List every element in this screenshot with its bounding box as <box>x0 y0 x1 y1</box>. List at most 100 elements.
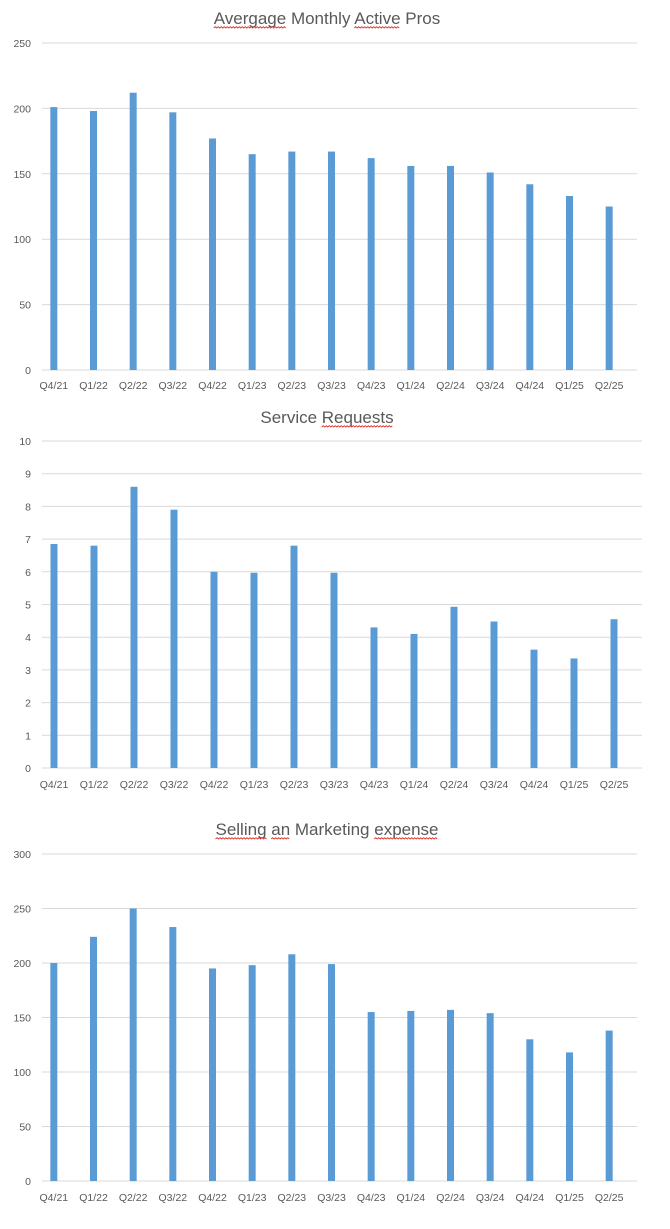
bar-Q1-23 <box>250 572 258 768</box>
chart-selling-marketing-expense: Selling an Marketing expense 0 50 100 150 200… <box>13 820 637 1204</box>
y-tick-label: 8 <box>25 501 31 513</box>
y-tick-label: 7 <box>25 534 31 546</box>
bar-Q4-23 <box>367 1012 375 1181</box>
x-tick-label: Q2/24 <box>440 779 469 791</box>
bar-Q2-23 <box>288 954 296 1181</box>
bar-Q1-25 <box>566 196 573 370</box>
chart-title: Selling an Marketing expense <box>215 820 438 839</box>
bar-Q1-25 <box>570 658 578 768</box>
x-tick-label: Q3/22 <box>159 1192 188 1204</box>
x-tick-label: Q1/22 <box>79 380 108 392</box>
y-tick-label: 100 <box>13 234 31 246</box>
y-tick-label: 2 <box>25 698 31 710</box>
x-tick-label: Q4/21 <box>40 380 69 392</box>
bar-Q3-24 <box>486 1013 494 1181</box>
x-tick-label: Q2/22 <box>120 779 149 791</box>
x-tick-label: Q4/24 <box>516 1192 545 1204</box>
x-tick-label: Q1/24 <box>397 1192 426 1204</box>
y-tick-label: 250 <box>13 904 31 916</box>
bar-Q4-24 <box>526 1039 534 1181</box>
bar-Q4-24 <box>526 184 534 370</box>
x-tick-label: Q1/23 <box>238 380 267 392</box>
chart-active-pros: Avergage Monthly Active Pros 0 50 100 150 200… <box>13 9 637 392</box>
spellcheck-underline <box>373 837 438 840</box>
y-tick-label: 250 <box>13 38 31 50</box>
y-tick-label: 150 <box>13 1013 31 1025</box>
y-tick-label: 6 <box>25 567 31 579</box>
spellcheck-underline <box>270 837 290 840</box>
y-tick-label: 3 <box>25 665 31 677</box>
x-tick-label: Q3/22 <box>160 779 189 791</box>
y-tick-label: 50 <box>19 1122 31 1134</box>
bar-Q4-23 <box>370 627 378 768</box>
bar-Q4-23 <box>367 158 375 370</box>
x-tick-label: Q1/24 <box>400 779 429 791</box>
x-tick-label: Q4/21 <box>40 779 69 791</box>
spellcheck-underline <box>213 26 287 29</box>
x-tick-label: Q3/24 <box>476 380 505 392</box>
x-tick-label: Q4/23 <box>357 1192 386 1204</box>
x-tick-label: Q2/22 <box>119 380 148 392</box>
x-tick-label: Q1/23 <box>240 779 269 791</box>
bar-Q2-22 <box>129 908 137 1181</box>
x-tick-label: Q4/22 <box>198 380 227 392</box>
x-tick-label: Q1/25 <box>555 1192 584 1204</box>
x-tick-label: Q4/23 <box>360 779 389 791</box>
bar-Q4-24 <box>530 649 538 768</box>
bar-Q2-25 <box>605 206 613 370</box>
bar-Q3-23 <box>328 964 335 1181</box>
y-tick-label: 4 <box>25 632 31 644</box>
bar-Q2-24 <box>450 606 458 768</box>
bar-Q1-24 <box>407 165 415 370</box>
x-tick-label: Q2/25 <box>595 1192 624 1204</box>
x-tick-label: Q1/22 <box>79 1192 108 1204</box>
bar-Q2-22 <box>130 486 138 768</box>
x-tick-label: Q3/24 <box>480 779 509 791</box>
y-tick-label: 50 <box>19 300 31 312</box>
x-tick-label: Q4/24 <box>520 779 549 791</box>
x-tick-label: Q2/24 <box>436 1192 465 1204</box>
x-tick-label: Q2/23 <box>278 1192 307 1204</box>
bar-Q4-21 <box>50 544 58 768</box>
bar-Q2-23 <box>288 151 296 370</box>
chart-title: Service Requests <box>260 408 393 427</box>
x-tick-label: Q4/21 <box>40 1192 69 1204</box>
bar-Q3-22 <box>169 112 177 370</box>
bar-Q4-21 <box>50 107 58 370</box>
bar-Q4-22 <box>210 571 218 768</box>
x-tick-label: Q2/25 <box>595 380 624 392</box>
x-tick-label: Q3/23 <box>320 779 349 791</box>
bar-Q1-22 <box>90 111 97 371</box>
chart-service-requests: Service Requests 0 1 2 3 4 5 6 7 8 9 10 Q4/21 Q1/22 Q2… <box>19 408 642 791</box>
bar-Q4-22 <box>209 968 216 1181</box>
x-tick-label: Q2/24 <box>436 380 465 392</box>
bar-Q3-23 <box>328 151 335 370</box>
bar-Q3-22 <box>169 927 177 1181</box>
x-tick-label: Q2/22 <box>119 1192 148 1204</box>
x-tick-label: Q1/25 <box>560 779 589 791</box>
x-tick-label: Q1/22 <box>80 779 109 791</box>
bar-Q1-24 <box>410 633 418 768</box>
y-tick-label: 1 <box>25 730 31 742</box>
x-tick-label: Q2/25 <box>600 779 629 791</box>
bar-Q2-25 <box>610 619 618 768</box>
bar-Q3-22 <box>170 509 178 768</box>
x-tick-label: Q3/22 <box>159 380 188 392</box>
y-tick-label: 9 <box>25 469 31 481</box>
y-tick-label: 0 <box>25 1176 31 1188</box>
spellcheck-underline <box>321 425 393 428</box>
x-tick-label: Q3/23 <box>317 380 346 392</box>
bar-Q1-23 <box>248 965 256 1181</box>
bar-Q2-24 <box>447 165 454 370</box>
x-tick-label: Q1/23 <box>238 1192 267 1204</box>
bar-Q2-24 <box>447 1009 454 1181</box>
y-tick-label: 200 <box>13 103 31 115</box>
y-tick-label: 0 <box>25 365 31 377</box>
chart-title: Avergage Monthly Active Pros <box>214 9 440 28</box>
y-tick-label: 0 <box>25 763 31 775</box>
bar-Q1-22 <box>90 936 97 1181</box>
bar-Q4-21 <box>50 963 58 1181</box>
x-tick-label: Q4/23 <box>357 380 386 392</box>
bar-Q4-22 <box>209 138 216 370</box>
